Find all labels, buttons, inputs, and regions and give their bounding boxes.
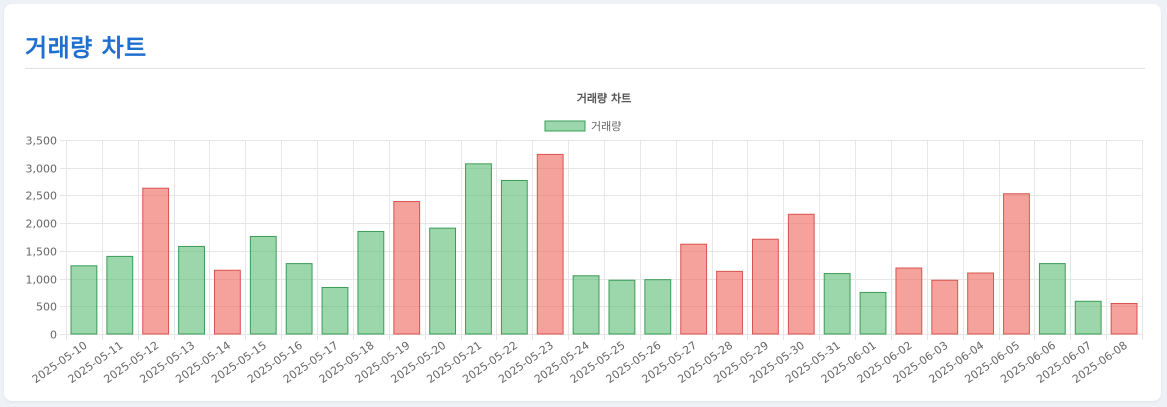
- bar-2025-05-24: [572, 275, 600, 335]
- bar-2025-06-06: [1038, 263, 1066, 335]
- page-title: 거래량 차트: [25, 34, 147, 62]
- bar-2025-06-05: [1003, 193, 1030, 335]
- y-tick-label: 500: [36, 301, 57, 314]
- bar-2025-05-27: [680, 243, 708, 335]
- bar-2025-06-08: [1110, 303, 1138, 335]
- y-tick-label: 1,500: [26, 246, 58, 259]
- title-divider: [25, 68, 1145, 69]
- bar-2025-05-19: [393, 201, 421, 335]
- bar-2025-05-25: [608, 279, 636, 335]
- bar-2025-05-31: [823, 273, 851, 335]
- y-tick-label: 2,000: [26, 218, 58, 231]
- bar-2025-05-17: [321, 286, 349, 335]
- bar-2025-05-10: [70, 265, 98, 335]
- bar-2025-06-07: [1074, 300, 1102, 335]
- bar-2025-05-14: [213, 269, 241, 335]
- y-tick-label: 0: [50, 329, 57, 342]
- bar-2025-05-26: [644, 279, 672, 335]
- bar-2025-05-20: [429, 227, 457, 335]
- bar-2025-05-18: [357, 230, 385, 335]
- bar-2025-05-29: [751, 238, 779, 335]
- bar-2025-06-03: [931, 279, 959, 335]
- y-tick-label: 2,500: [26, 190, 58, 203]
- y-tick-label: 3,000: [26, 163, 58, 176]
- bar-2025-06-02: [895, 267, 923, 335]
- bar-2025-06-04: [967, 272, 995, 335]
- y-tick-label: 3,500: [26, 135, 58, 148]
- bar-2025-05-30: [787, 213, 815, 335]
- chart-title: 거래량 차트: [577, 91, 631, 105]
- bar-2025-05-28: [716, 270, 743, 335]
- legend-label: 거래량: [591, 120, 621, 133]
- y-tick-label: 1,000: [26, 274, 58, 287]
- bar-2025-05-21: [465, 163, 492, 335]
- bar-2025-05-13: [178, 245, 205, 335]
- bar-2025-05-16: [285, 263, 313, 335]
- legend-swatch: [544, 120, 586, 132]
- bar-2025-05-15: [249, 235, 277, 335]
- bar-2025-05-23: [536, 153, 564, 335]
- bar-2025-06-01: [859, 291, 887, 335]
- bar-2025-05-22: [500, 179, 528, 335]
- bar-2025-05-12: [142, 187, 170, 335]
- bar-2025-05-11: [106, 255, 134, 335]
